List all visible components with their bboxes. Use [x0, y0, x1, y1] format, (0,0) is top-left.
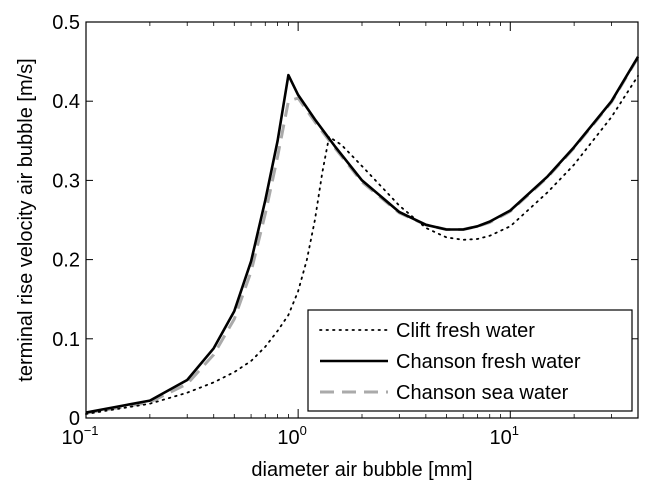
legend-label: Clift fresh water [396, 320, 535, 342]
y-tick-label: 0.2 [52, 250, 80, 272]
y-axis-label: terminal rise velocity air bubble [m/s] [15, 58, 37, 381]
x-tick-exponent: 1 [512, 423, 519, 438]
legend-label: Chanson sea water [396, 382, 569, 404]
x-tick-label: 100 [277, 423, 306, 449]
y-tick-label: 0.5 [52, 12, 80, 34]
x-tick-exponent: 0 [300, 423, 307, 438]
y-tick-label: 0.1 [52, 329, 80, 351]
x-tick-exponent: −1 [84, 423, 99, 438]
y-tick-label: 0 [69, 408, 80, 430]
axis-ticks [85, 21, 638, 419]
plot-area [85, 56, 640, 415]
axis-tick-labels: 00.10.20.30.40.510−1 100 101 [52, 12, 519, 449]
x-axis-label: diameter air bubble [mm] [251, 459, 472, 481]
legend: Clift fresh water Chanson fresh water Chan… [307, 309, 633, 412]
y-tick-label: 0.3 [52, 170, 80, 192]
series-line-chanson-fresh-water [85, 56, 640, 414]
y-tick-label: 0.4 [52, 91, 80, 113]
legend-label: Chanson fresh water [396, 351, 581, 373]
